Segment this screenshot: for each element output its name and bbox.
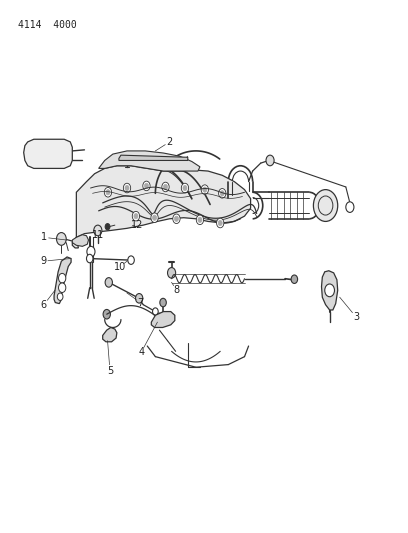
Circle shape <box>143 181 150 191</box>
Circle shape <box>105 223 110 230</box>
Circle shape <box>174 216 178 221</box>
Circle shape <box>313 190 338 221</box>
Text: 2: 2 <box>166 137 173 147</box>
Polygon shape <box>24 139 72 168</box>
Circle shape <box>156 313 163 322</box>
Circle shape <box>217 218 224 228</box>
Circle shape <box>104 188 112 197</box>
Circle shape <box>144 183 149 189</box>
Polygon shape <box>72 235 89 246</box>
Text: 10: 10 <box>114 262 126 271</box>
Circle shape <box>58 273 66 283</box>
Polygon shape <box>72 166 251 248</box>
Circle shape <box>266 155 274 166</box>
Circle shape <box>58 283 66 293</box>
Text: 1: 1 <box>41 232 47 243</box>
Polygon shape <box>99 151 200 171</box>
Circle shape <box>134 214 138 219</box>
Circle shape <box>94 225 102 236</box>
Polygon shape <box>103 327 117 342</box>
Circle shape <box>106 190 110 195</box>
Circle shape <box>87 246 95 257</box>
Circle shape <box>160 298 166 307</box>
Text: 7: 7 <box>137 297 144 308</box>
Circle shape <box>158 313 168 326</box>
Circle shape <box>86 254 93 263</box>
Circle shape <box>219 189 226 198</box>
Circle shape <box>325 284 335 297</box>
Circle shape <box>198 217 202 222</box>
Circle shape <box>135 294 143 303</box>
Text: 4: 4 <box>138 348 144 358</box>
Circle shape <box>56 232 66 245</box>
Circle shape <box>291 275 297 284</box>
Polygon shape <box>119 155 188 160</box>
Circle shape <box>123 183 131 193</box>
Circle shape <box>164 184 168 190</box>
Circle shape <box>128 256 134 264</box>
Polygon shape <box>54 257 71 304</box>
Circle shape <box>183 185 187 191</box>
Circle shape <box>181 183 188 193</box>
Circle shape <box>346 202 354 213</box>
Circle shape <box>153 308 158 316</box>
Text: 9: 9 <box>40 256 46 266</box>
Circle shape <box>153 215 157 220</box>
Circle shape <box>203 187 207 192</box>
Circle shape <box>57 293 63 301</box>
Text: 8: 8 <box>174 285 180 295</box>
Circle shape <box>218 220 222 225</box>
Text: 11: 11 <box>92 230 104 240</box>
Text: 5: 5 <box>107 366 113 376</box>
Polygon shape <box>151 312 175 327</box>
Text: 12: 12 <box>131 220 143 230</box>
Text: 3: 3 <box>353 312 359 322</box>
Circle shape <box>162 182 169 192</box>
Circle shape <box>220 191 224 196</box>
Circle shape <box>132 212 140 221</box>
Text: 4114  4000: 4114 4000 <box>18 20 76 30</box>
Circle shape <box>103 310 111 319</box>
Circle shape <box>196 215 204 224</box>
Circle shape <box>151 213 158 222</box>
Polygon shape <box>322 271 338 310</box>
Circle shape <box>105 278 113 287</box>
Text: 6: 6 <box>41 300 47 310</box>
Circle shape <box>201 185 208 195</box>
Circle shape <box>168 268 175 278</box>
Circle shape <box>125 185 129 191</box>
Circle shape <box>173 214 180 223</box>
